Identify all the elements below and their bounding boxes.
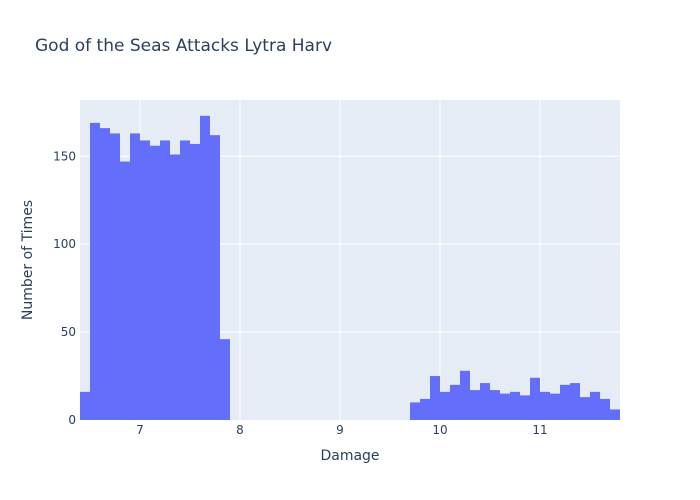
histogram-bar (580, 397, 590, 420)
y-tick-label: 150 (53, 149, 76, 163)
chart-title: God of the Seas Attacks Lytra Harv (35, 36, 332, 56)
histogram-bar (430, 376, 440, 420)
histogram-bar (550, 393, 560, 420)
x-axis-ticks: 7 8 9 10 11 (136, 423, 547, 437)
histogram-bar (570, 383, 580, 420)
histogram-bar (490, 390, 500, 420)
x-tick-label: 10 (432, 423, 447, 437)
histogram-bar (560, 384, 570, 420)
histogram-bar (480, 383, 490, 420)
x-tick-label: 11 (532, 423, 547, 437)
histogram-bar (590, 391, 600, 420)
histogram-bar (540, 391, 550, 420)
y-tick-label: 100 (53, 237, 76, 251)
histogram-bar (500, 393, 510, 420)
y-tick-label: 0 (68, 413, 76, 427)
histogram-bar (110, 133, 120, 420)
histogram-bar (160, 140, 170, 420)
histogram-bar (150, 145, 160, 420)
histogram-bar (90, 122, 100, 420)
x-axis-title: Damage (320, 448, 379, 464)
x-tick-label: 8 (236, 423, 244, 437)
histogram-bar (470, 390, 480, 420)
histogram-bar (100, 128, 110, 420)
histogram-bar (80, 391, 90, 420)
histogram-bar (120, 161, 130, 421)
x-tick-label: 7 (136, 423, 144, 437)
histogram-bar (170, 154, 180, 420)
histogram-bar (530, 377, 540, 420)
x-tick-label: 9 (336, 423, 344, 437)
histogram-bar (190, 143, 200, 420)
histogram-bar (410, 402, 420, 420)
histogram-bar (180, 140, 190, 420)
histogram-bar (200, 115, 210, 421)
y-axis-title: Number of Times (20, 200, 36, 320)
histogram-bar (460, 370, 470, 420)
y-tick-label: 50 (61, 325, 76, 339)
histogram-bar (220, 339, 230, 420)
histogram-bar (440, 391, 450, 420)
histogram-bar (520, 395, 530, 420)
histogram-bar (420, 398, 430, 420)
histogram-bar (130, 133, 140, 420)
histogram-bar (140, 140, 150, 420)
histogram-bar (600, 398, 610, 420)
histogram-bar (450, 384, 460, 420)
histogram-bar (210, 135, 220, 420)
histogram-bar (610, 409, 620, 420)
bars (80, 115, 620, 421)
histogram-bar (510, 391, 520, 420)
y-axis-ticks: 0 50 100 150 (53, 149, 76, 427)
